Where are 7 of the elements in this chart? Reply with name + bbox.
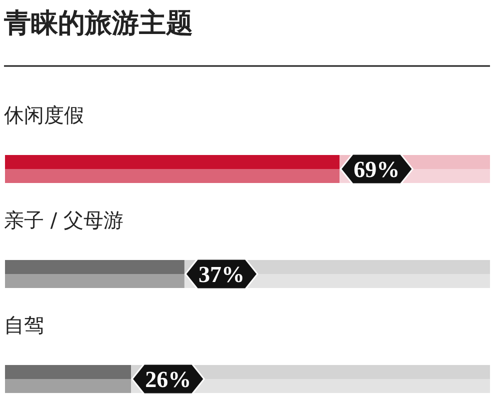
y-tick-label: 自驾: [4, 313, 44, 337]
y-tick-label: 休闲度假: [4, 103, 84, 127]
data-label: 37%: [198, 262, 244, 287]
data-label: 69%: [354, 157, 400, 182]
chart-title: 青睐的旅游主题: [3, 8, 193, 39]
data-label: 26%: [145, 367, 192, 392]
y-tick-label: 亲子 / 父母游: [4, 208, 124, 232]
